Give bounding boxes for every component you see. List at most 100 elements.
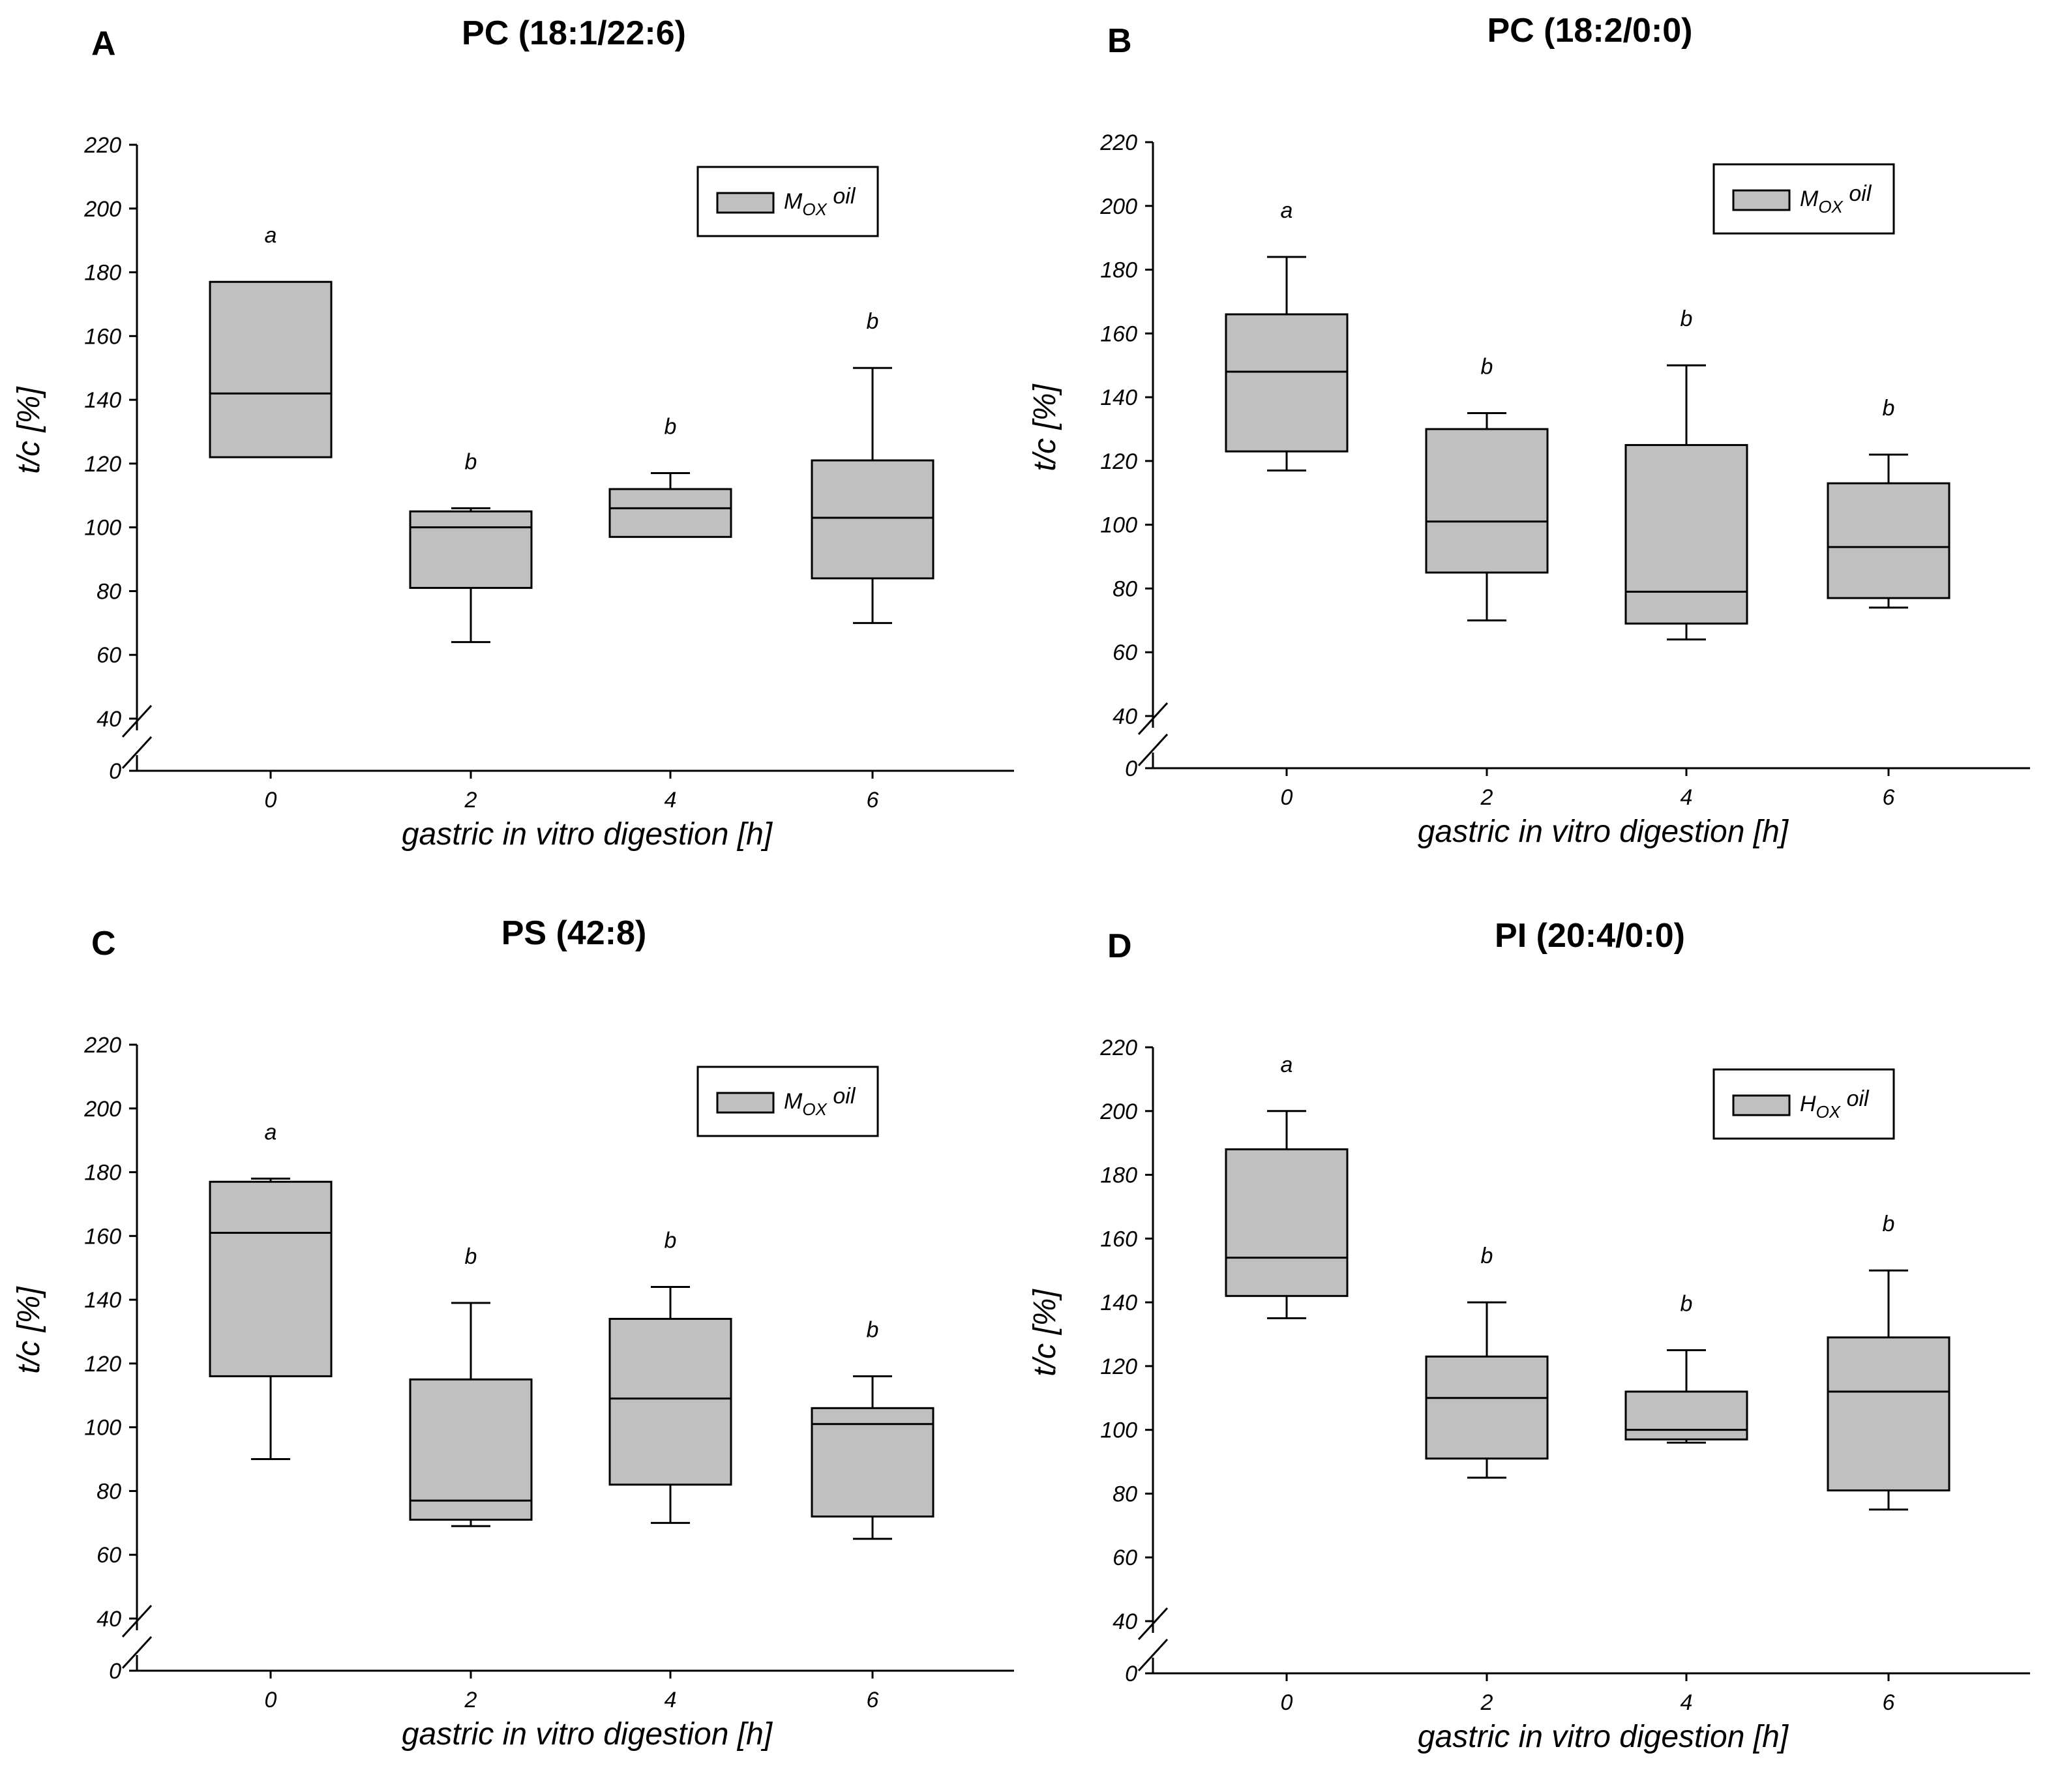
legend-subscript: OX [802,200,828,219]
significance-letter: b [465,1244,477,1269]
iqr-box [1827,482,1950,599]
y-tick-label: 0 [109,759,121,784]
x-tick-label: 6 [1883,1690,1895,1715]
legend-suffix: oil [1843,181,1872,206]
legend: MOX oil [1712,163,1895,235]
y-tick-label: 120 [1100,449,1137,474]
y-tick-label: 140 [84,388,121,413]
x-tick-label: 2 [464,1688,477,1712]
significance-letter: a [265,223,277,248]
x-tick-label: 6 [867,788,879,813]
y-tick-label: 140 [1100,1291,1137,1315]
chart-title: PS (42:8) [501,914,647,952]
axis-break-mark [121,1604,153,1638]
y-tick-label: 160 [1100,1227,1137,1251]
box-plot: B PC (18:2/0:0)04060801001201401601802002… [1028,12,2030,849]
y-tick-label: 220 [83,133,121,158]
panel-b: B PC (18:2/0:0) 0 40 60 80 100 120 140 160 180 200 2… [1016,0,2039,887]
y-tick-label: 160 [1100,321,1137,346]
y-tick-label: 200 [83,1097,121,1122]
y-tick-label: 40 [1113,1609,1137,1634]
chart-title: PC (18:1/22:6) [462,14,686,52]
box-0h: a [1225,1053,1349,1320]
panel-d: D PI (20:4/0:0) 0 40 60 80 100 120 140 160 180 200 2… [1016,903,2039,1792]
iqr-box [811,1407,934,1518]
x-tick-label: 2 [1480,1690,1493,1715]
box-4h: b [608,415,732,538]
significance-letter: a [1281,1053,1293,1077]
legend-label: HOX oil [1800,1086,1870,1122]
legend-prefix: H [1800,1092,1816,1116]
y-tick-label: 100 [84,516,121,541]
y-tick-label: 200 [1099,194,1137,219]
iqr-box [1225,313,1349,453]
x-tick-label: 4 [665,788,677,813]
y-axis-title: t/c [%] [1028,1289,1062,1377]
legend-swatch [1732,1094,1791,1116]
y-tick-label: 180 [84,261,121,286]
y-tick-label: 220 [83,1033,121,1058]
y-tick-label: 120 [84,452,121,477]
y-tick-label: 180 [1100,1163,1137,1188]
iqr-box [1425,428,1549,574]
legend-suffix: oil [827,1084,856,1109]
significance-letter: b [867,309,879,334]
legend-swatch [716,1092,775,1114]
axis-break-mark [1137,1607,1169,1641]
y-tick-label: 60 [97,1543,121,1568]
x-tick-label: 4 [665,1688,677,1712]
y-tick-label: 40 [97,1607,121,1632]
box-2h: b [1425,1244,1549,1479]
x-tick-label: 2 [464,788,477,813]
y-tick-label: 220 [1099,1036,1137,1060]
box-0h: a [209,223,333,458]
y-axis-title: t/c [%] [1028,383,1062,471]
y-tick-label: 0 [1125,756,1137,781]
y-tick-label: 100 [1100,1418,1137,1443]
legend-swatch [716,192,775,214]
box-plot: A PC (18:1/22:6)0406080100120140160180200… [12,14,1014,852]
box-2h: b [409,1244,533,1527]
y-tick-label: 60 [97,643,121,668]
y-tick-label: 80 [97,1479,121,1504]
axis-break-mark [121,1635,153,1669]
chart-title: PI (20:4/0:0) [1495,917,1685,955]
significance-letter: b [1481,1244,1493,1268]
x-tick-label: 6 [1883,785,1895,810]
y-tick-label: 180 [1100,258,1137,283]
y-tick-label: 40 [97,707,121,732]
y-tick-label: 40 [1113,704,1137,729]
iqr-box [409,1378,533,1521]
significance-letter: b [1681,306,1693,331]
significance-letter: b [1883,1212,1895,1236]
x-axis-title: gastric in vitro digestion [h] [402,817,773,852]
x-axis-title: gastric in vitro digestion [h] [402,1717,773,1752]
y-tick-label: 120 [1100,1354,1137,1379]
axis-break-mark [1137,1638,1169,1672]
iqr-box [608,488,732,538]
y-tick-label: 0 [109,1659,121,1684]
significance-letter: a [265,1120,277,1144]
axis-break-mark [1137,733,1169,767]
legend-subscript: OX [1816,1102,1842,1122]
y-axis-title: t/c [%] [12,386,46,474]
x-tick-label: 0 [265,788,277,813]
y-tick-label: 80 [1113,1482,1137,1506]
x-tick-label: 2 [1480,785,1493,810]
iqr-box [209,1180,333,1377]
panel-letter: A [91,25,116,63]
y-tick-label: 140 [1100,385,1137,410]
legend-prefix: M [784,1089,803,1114]
y-tick-label: 60 [1113,1546,1137,1570]
x-tick-label: 4 [1681,785,1693,810]
legend: HOX oil [1712,1068,1895,1140]
legend: MOX oil [696,1066,879,1137]
x-tick-label: 0 [1281,785,1293,810]
y-tick-label: 200 [1099,1099,1137,1124]
x-axis-title: gastric in vitro digestion [h] [1418,814,1789,849]
y-tick-label: 140 [84,1288,121,1313]
legend-prefix: M [784,189,803,214]
significance-letter: b [1681,1291,1693,1316]
x-tick-label: 0 [265,1688,277,1712]
axis-break-mark [121,736,153,769]
